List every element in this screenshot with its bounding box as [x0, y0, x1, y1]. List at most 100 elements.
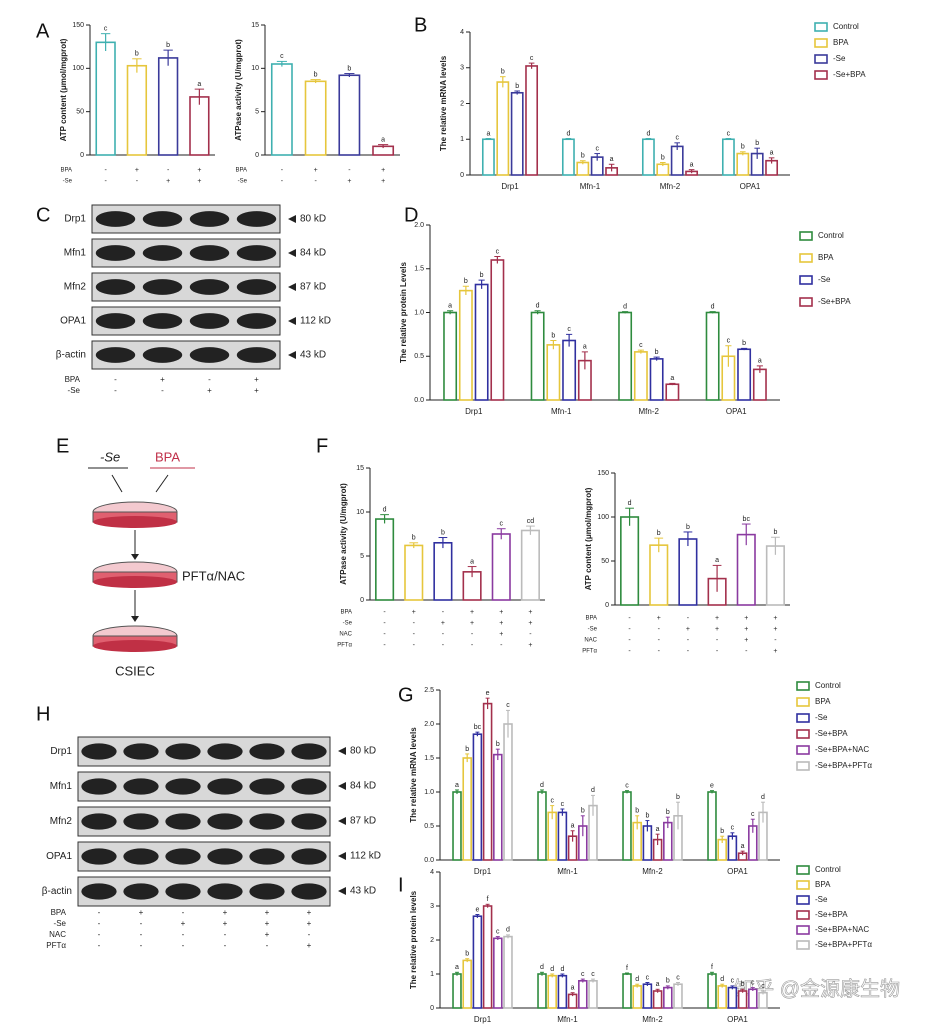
legend-label: -Se+BPA [815, 910, 848, 919]
bar [665, 383, 680, 401]
bar [618, 311, 633, 401]
significance-letter: c [280, 53, 284, 60]
band [236, 347, 277, 363]
condition-label: BPA [585, 616, 597, 622]
band [81, 743, 117, 760]
condition-sign: - [308, 930, 311, 939]
bar [622, 791, 632, 861]
bar [270, 63, 293, 156]
y-tick-label: 1 [430, 971, 434, 978]
band [95, 347, 136, 363]
significance-letter: b [661, 154, 665, 161]
legend-label: -Se+BPA+NAC [815, 745, 869, 754]
condition-sign: - [114, 375, 117, 384]
blot-row [77, 806, 331, 837]
condition-sign: - [471, 631, 474, 638]
y-tick-label: 4 [430, 869, 434, 876]
significance-letter: c [104, 26, 108, 33]
significance-letter: c [567, 326, 571, 333]
significance-letter: d [628, 500, 632, 507]
condition-sign: - [500, 642, 503, 649]
band [123, 848, 159, 865]
condition-sign: - [383, 642, 386, 649]
significance-letter: c [751, 979, 755, 986]
band [207, 848, 243, 865]
bar [588, 979, 598, 1009]
bar [503, 935, 513, 1009]
blot-row [77, 841, 331, 872]
condition-sign: + [197, 167, 201, 174]
bar [433, 541, 453, 601]
watermark: 知乎 @金源康生物 [734, 977, 900, 1000]
significance-letter: e [486, 690, 490, 697]
significance-letter: d [540, 782, 544, 789]
condition-sign: - [413, 631, 416, 638]
legend-label: Control [818, 231, 844, 240]
legend-label: BPA [815, 697, 831, 706]
condition-sign: + [381, 167, 385, 174]
y-tick-label: 15 [356, 465, 364, 472]
condition-sign: + [265, 930, 270, 939]
condition-sign: + [139, 908, 144, 917]
band [123, 813, 159, 830]
condition-sign: + [686, 626, 690, 633]
panel-label: A [36, 20, 50, 42]
significance-letter: bc [474, 724, 482, 731]
significance-letter: b [480, 272, 484, 279]
band [236, 245, 277, 261]
bar [189, 96, 210, 156]
condition-sign: + [307, 941, 312, 950]
band [123, 743, 159, 760]
x-tick-label: Mfn-1 [580, 182, 601, 191]
panel-label: C [36, 204, 50, 226]
band [249, 778, 285, 795]
condition-sign: + [528, 620, 532, 627]
x-tick-label: Mfn-1 [557, 867, 578, 876]
condition-sign: + [499, 609, 503, 616]
bar [462, 959, 472, 1009]
y-tick-label: 5 [255, 109, 259, 116]
y-tick-label: 0.0 [424, 857, 434, 864]
condition-sign: + [254, 375, 259, 384]
bar [520, 529, 540, 601]
bar [530, 311, 545, 401]
significance-letter: b [657, 530, 661, 537]
condition-sign: - [161, 386, 164, 395]
bar [557, 974, 568, 1009]
y-tick-label: 50 [601, 558, 609, 565]
significance-letter: b [676, 794, 680, 801]
significance-letter: d [550, 966, 554, 973]
bar [765, 545, 785, 606]
bar [567, 993, 578, 1009]
bar [727, 986, 738, 1009]
y-tick-label: 1.0 [414, 309, 424, 316]
significance-letter: c [500, 521, 504, 528]
legend-swatch [814, 70, 828, 80]
significance-letter: c [591, 971, 595, 978]
band [189, 313, 230, 329]
condition-sign: - [628, 648, 631, 655]
significance-letter: a [381, 136, 385, 143]
significance-letter: a [571, 823, 575, 830]
significance-letter: b [166, 42, 170, 49]
significance-letter: b [686, 524, 690, 531]
bar [404, 544, 424, 601]
band [142, 245, 183, 261]
bar [752, 368, 767, 401]
protein-label: Mfn2 [50, 816, 73, 827]
band [142, 313, 183, 329]
arrow [338, 852, 346, 860]
y-tick-label: 100 [597, 514, 609, 521]
legend-label: -Se+BPA+NAC [815, 925, 869, 934]
size-label: 43 kD [300, 350, 326, 361]
size-label: 80 kD [350, 746, 376, 757]
legend-label: -Se+BPA [833, 70, 866, 79]
bar [620, 516, 640, 606]
legend-label: -Se+BPA [815, 729, 848, 738]
significance-letter: c [561, 801, 565, 808]
condition-label: -Se [588, 627, 598, 633]
condition-sign: + [744, 615, 748, 622]
bar [537, 791, 547, 861]
significance-letter: a [656, 826, 660, 833]
